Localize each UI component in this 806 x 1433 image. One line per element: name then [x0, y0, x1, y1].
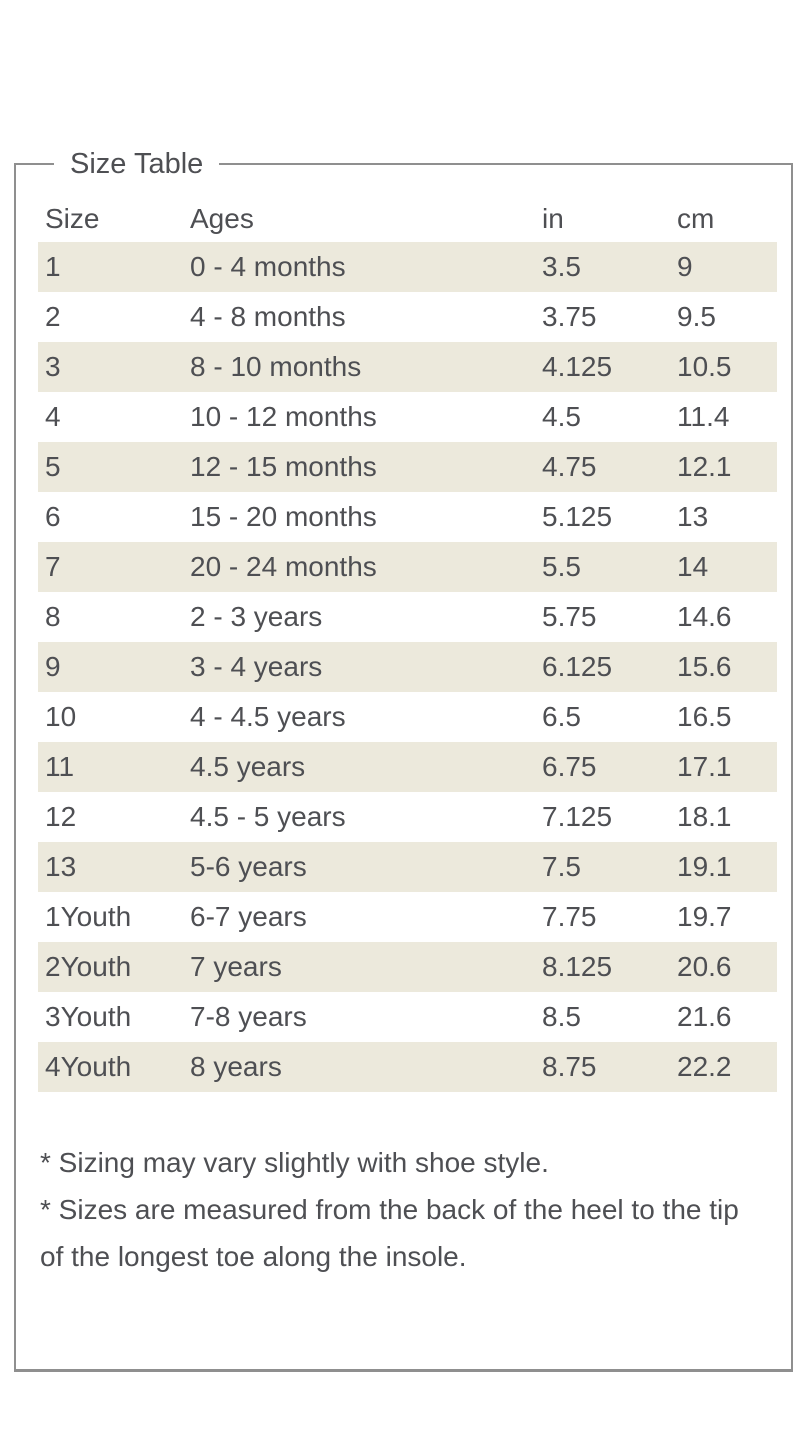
- size-table: Size Ages in cm 1 0 - 4 months 3.5 9 2 4 - 8 mon…: [38, 195, 777, 1092]
- table-cell: 3: [45, 351, 61, 382]
- column-header: Ages: [190, 202, 254, 234]
- table-cell: 5-6 years: [190, 851, 307, 882]
- table-cell: 15 - 20 months: [190, 501, 377, 532]
- table-row: 3Youth 7-8 years 8.5 21.6: [38, 992, 777, 1042]
- table-cell: 4 - 4.5 years: [190, 701, 346, 732]
- table-cell: 4.75: [542, 451, 597, 482]
- table-row: 9 3 - 4 years 6.125 15.6: [38, 642, 777, 692]
- table-cell: 7.5: [542, 851, 581, 882]
- table-row: 2 4 - 8 months 3.75 9.5: [38, 292, 777, 342]
- table-row: 3 8 - 10 months 4.125 10.5: [38, 342, 777, 392]
- column-header: Size: [45, 202, 100, 234]
- table-cell: 12: [45, 801, 77, 832]
- table-cell: 20.6: [677, 951, 732, 982]
- table-cell: 7-8 years: [190, 1001, 307, 1032]
- size-table-body: 1 0 - 4 months 3.5 9 2 4 - 8 months 3.75 9.5 3 8 …: [38, 242, 777, 1092]
- table-cell: 19.1: [677, 851, 732, 882]
- table-cell: 4.125: [542, 351, 613, 382]
- table-cell: 1Youth: [45, 901, 132, 932]
- table-cell: 4.5 years: [190, 751, 306, 782]
- column-header: in: [542, 202, 564, 234]
- table-cell: 10: [45, 701, 77, 732]
- table-cell: 22.2: [677, 1051, 732, 1082]
- size-table-header-row: Size Ages in cm: [38, 195, 777, 242]
- table-cell: 2 - 3 years: [190, 601, 323, 632]
- table-cell: 3.5: [542, 251, 581, 282]
- table-cell: 15.6: [677, 651, 732, 682]
- table-cell: 10 - 12 months: [190, 401, 377, 432]
- table-cell: 8.125: [542, 951, 613, 982]
- table-cell: 9.5: [677, 301, 716, 332]
- table-row: 5 12 - 15 months 4.75 12.1: [38, 442, 777, 492]
- table-cell: 12.1: [677, 451, 732, 482]
- table-cell: 3Youth: [45, 1001, 132, 1032]
- table-row: 10 4 - 4.5 years 6.5 16.5: [38, 692, 777, 742]
- table-cell: 11: [45, 751, 75, 782]
- table-cell: 2: [45, 301, 61, 332]
- table-cell: 7: [45, 551, 61, 582]
- table-cell: 8: [45, 601, 61, 632]
- table-cell: 17.1: [677, 751, 732, 782]
- table-cell: 11.4: [677, 401, 730, 432]
- table-cell: 1: [45, 251, 61, 282]
- column-header: cm: [677, 202, 715, 234]
- table-row: 4Youth 8 years 8.75 22.2: [38, 1042, 777, 1092]
- table-cell: 10.5: [677, 351, 732, 382]
- table-cell: 4.5 - 5 years: [190, 801, 346, 832]
- table-cell: 14.6: [677, 601, 732, 632]
- table-cell: 21.6: [677, 1001, 732, 1032]
- footnotes: * Sizing may vary slightly with shoe sty…: [40, 1139, 761, 1280]
- table-cell: 8.5: [542, 1001, 581, 1032]
- table-cell: 6.125: [542, 651, 613, 682]
- size-table-panel: Size Table Size Ages in cm 1 0 - 4 months 3.5…: [14, 147, 793, 1372]
- table-cell: 5.75: [542, 601, 597, 632]
- table-row: 4 10 - 12 months 4.5 11.4: [38, 392, 777, 442]
- table-row: 7 20 - 24 months 5.5 14: [38, 542, 777, 592]
- table-row: 11 4.5 years 6.75 17.1: [38, 742, 777, 792]
- table-cell: 3.75: [542, 301, 597, 332]
- table-cell: 9: [45, 651, 61, 682]
- table-cell: 7 years: [190, 951, 282, 982]
- table-cell: 4Youth: [45, 1051, 132, 1082]
- table-cell: 5: [45, 451, 61, 482]
- table-cell: 5.5: [542, 551, 581, 582]
- table-row: 8 2 - 3 years 5.75 14.6: [38, 592, 777, 642]
- table-cell: 19.7: [677, 901, 732, 932]
- table-cell: 12 - 15 months: [190, 451, 377, 482]
- table-cell: 7.75: [542, 901, 597, 932]
- table-row: 6 15 - 20 months 5.125 13: [38, 492, 777, 542]
- table-cell: 6.75: [542, 751, 597, 782]
- table-cell: 13: [677, 501, 709, 532]
- footnote: * Sizes are measured from the back of th…: [40, 1194, 739, 1272]
- table-row: 13 5-6 years 7.5 19.1: [38, 842, 777, 892]
- table-cell: 4 - 8 months: [190, 301, 346, 332]
- table-cell: 8 years: [190, 1051, 282, 1082]
- footnote: * Sizing may vary slightly with shoe sty…: [40, 1147, 549, 1178]
- table-cell: 6.5: [542, 701, 581, 732]
- table-cell: 13: [45, 851, 77, 882]
- table-row: 1Youth 6-7 years 7.75 19.7: [38, 892, 777, 942]
- table-cell: 16.5: [677, 701, 732, 732]
- table-cell: 18.1: [677, 801, 732, 832]
- table-cell: 5.125: [542, 501, 613, 532]
- size-table-title: Size Table: [54, 147, 220, 181]
- table-cell: 4: [45, 401, 61, 432]
- table-cell: 6: [45, 501, 61, 532]
- table-row: 2Youth 7 years 8.125 20.6: [38, 942, 777, 992]
- table-cell: 8.75: [542, 1051, 597, 1082]
- table-cell: 2Youth: [45, 951, 132, 982]
- table-row: 12 4.5 - 5 years 7.125 18.1: [38, 792, 777, 842]
- table-cell: 9: [677, 251, 693, 282]
- table-row: 1 0 - 4 months 3.5 9: [38, 242, 777, 292]
- table-cell: 14: [677, 551, 709, 582]
- table-cell: 3 - 4 years: [190, 651, 323, 682]
- table-cell: 4.5: [542, 401, 581, 432]
- table-cell: 6-7 years: [190, 901, 307, 932]
- table-cell: 8 - 10 months: [190, 351, 362, 382]
- table-cell: 20 - 24 months: [190, 551, 377, 582]
- table-cell: 7.125: [542, 801, 613, 832]
- table-cell: 0 - 4 months: [190, 251, 346, 282]
